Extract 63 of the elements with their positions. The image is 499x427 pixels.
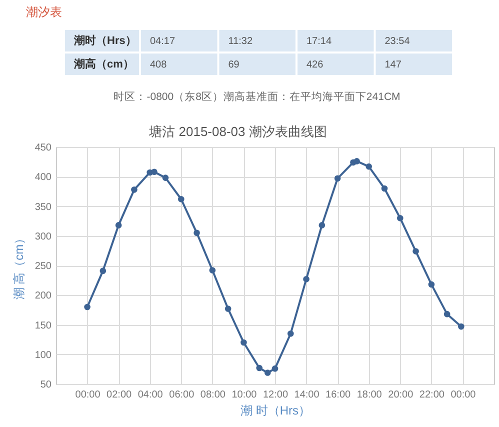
x-tick-label: 14:00	[294, 390, 320, 400]
x-tick-label: 20:00	[388, 390, 414, 400]
text: 时区：-0800（东8区）潮高基准面：在平均海平面下241CM	[114, 90, 400, 103]
point	[115, 222, 122, 228]
point	[444, 310, 450, 318]
y-tick-label: 50	[40, 380, 52, 390]
point	[334, 175, 341, 182]
point	[396, 214, 404, 222]
x-tick-label: 02:00	[106, 390, 132, 400]
point	[256, 364, 263, 372]
x-tick-label: 18:00	[356, 390, 382, 400]
x-axis-title: 潮 时（Hrs）	[240, 404, 310, 418]
y-tick-label: 100	[34, 350, 52, 361]
text: 潮时（Hrs）	[73, 34, 136, 47]
point	[240, 339, 247, 346]
text: 69	[228, 59, 240, 70]
point	[381, 185, 388, 192]
y-tick-label: 350	[34, 202, 52, 213]
point	[272, 365, 278, 372]
x-tick-label: 00:00	[75, 390, 101, 400]
text: 17:14	[306, 36, 332, 47]
point	[84, 304, 90, 310]
point	[162, 174, 169, 181]
point	[428, 281, 435, 288]
point	[354, 158, 360, 164]
point	[209, 267, 216, 274]
text: 147	[384, 59, 402, 70]
x-tick-label: 22:00	[419, 390, 445, 400]
point	[131, 186, 138, 193]
text: 潮高（cm）	[73, 57, 134, 70]
text: 11:32	[228, 36, 253, 47]
y-tick-label: 400	[34, 172, 52, 184]
x-tick-label: 12:00	[262, 390, 288, 400]
chart-title: 塘沽 2015-08-03 潮汐表曲线图	[148, 124, 327, 139]
x-tick-label: 10:00	[232, 390, 258, 400]
point	[318, 222, 326, 228]
x-tick-label: 00:00	[450, 390, 476, 400]
point	[264, 370, 271, 376]
x-tick-label: 04:00	[138, 390, 164, 400]
y-tick-label: 450	[34, 142, 52, 154]
text: 408	[150, 59, 168, 70]
text: 04:17	[150, 36, 176, 47]
y-tick-label: 150	[34, 320, 52, 332]
point	[224, 306, 232, 312]
point	[151, 168, 158, 176]
point	[303, 276, 310, 282]
point	[412, 248, 419, 254]
text: 潮汐表	[26, 5, 62, 19]
y-tick-label: 250	[34, 261, 52, 272]
x-tick-label: 08:00	[200, 390, 226, 400]
y-tick-label: 300	[34, 231, 52, 242]
point	[194, 230, 200, 236]
x-tick-label: 16:00	[326, 390, 352, 400]
point	[458, 323, 464, 330]
y-tick-label: 200	[34, 290, 52, 302]
point	[287, 330, 294, 337]
x-tick-label: 06:00	[169, 390, 195, 400]
point	[366, 163, 372, 170]
point	[100, 268, 106, 274]
text: 23:54	[384, 36, 410, 47]
text: 426	[306, 59, 324, 70]
y-axis-title: 潮 高（cm）	[12, 232, 26, 300]
point	[178, 196, 184, 202]
